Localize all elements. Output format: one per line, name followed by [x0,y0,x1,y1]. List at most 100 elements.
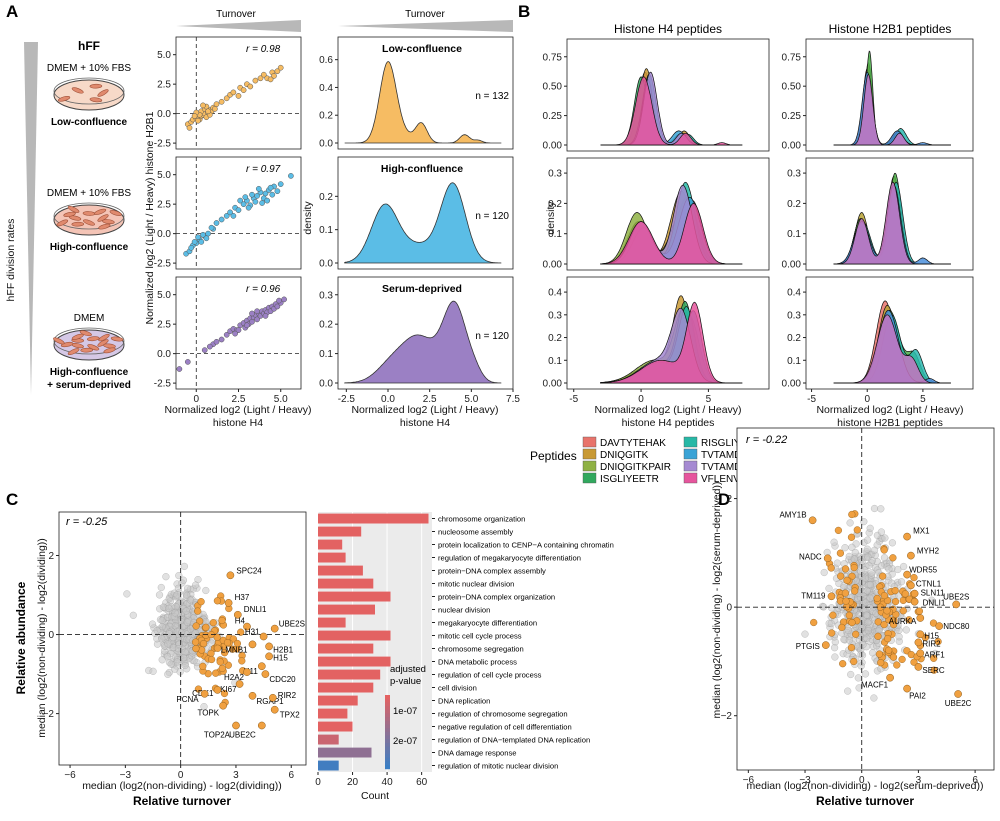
highlighted-protein-point [903,570,911,579]
panel-label-b: B [518,2,530,21]
go-term-label: DNA metabolic process [438,657,517,666]
legend-label: DNIQGITK [600,450,649,461]
scatter-point [191,239,198,245]
significant-protein-point [218,664,226,673]
x-tick-label: 0.0 [381,394,395,405]
go-term-bar [318,760,339,771]
background-protein-point [180,562,188,570]
y-tick-label: 0.3 [787,169,801,180]
background-protein-point [857,662,865,670]
x-tick-label: 3 [233,770,239,781]
y-tick-label: 5.0 [157,170,171,181]
background-protein-point [173,658,181,666]
density-frame [805,38,974,152]
protein-label: RGAP1 [257,697,285,706]
background-protein-point [158,656,166,664]
significant-protein-point [839,660,847,668]
background-protein-point [847,670,855,679]
y-tick-label: 0.4 [319,83,333,94]
significant-protein-point [884,634,892,643]
colorbar-title-2: p-value [390,676,421,687]
significant-protein-point [898,655,906,664]
turnover-label-scatter: Turnover [216,9,256,20]
protein-label: PAI2 [909,692,926,701]
protein-label: UBE2C [945,699,972,708]
x-axis-label-2: histone H4 [400,417,450,429]
cell-icon [83,219,95,226]
scatter-point [249,191,255,198]
background-protein-point [827,619,835,628]
scatter-point [205,230,211,237]
protein-label: H15 [273,653,288,662]
background-protein-point [864,553,872,561]
scatter-point [227,209,233,216]
colorbar-segment [385,717,390,722]
panel-a-scatter-plots: r = 0.98 -2.5 0.0 2.5 5.0 r = 0.97 -2.5 0.0 2.5 5… [144,36,312,429]
scatter-point [235,93,242,99]
protein-label: H11 [244,667,259,676]
condition-medium: DMEM + 10% FBS [47,63,132,74]
division-rate-wedge [24,42,38,395]
highlighted-protein-point [235,680,244,688]
highlighted-protein-point [243,622,251,631]
scatter-point [176,366,183,372]
y-tick-label: 2 [48,551,54,562]
panel-b-peptide-densities: Histone H4 peptides Histone H2B1 peptides… [543,22,974,429]
colorbar-segment [385,702,390,707]
x-tick-label: -2.5 [338,394,356,405]
significant-protein-point [238,657,246,665]
highlighted-protein-point [821,641,830,649]
background-protein-point [865,561,873,569]
scatter-point [235,327,242,333]
peptide-density-qvhpdtgissk [833,181,951,265]
protein-label: TOP2A [204,731,231,740]
cell-icon [89,83,103,89]
cell-icon [103,343,116,349]
x-tick-label: −3 [799,775,811,786]
highlighted-protein-point [935,622,944,630]
highlighted-protein-point [954,690,962,698]
highlighted-protein-point [916,649,925,658]
scatter-point [208,224,215,231]
significant-protein-point [841,589,850,597]
legend-swatch [683,472,698,484]
scatter-point [245,204,252,211]
y-axis-label: Normalized log2 (Light / Heavy) histone … [144,111,156,324]
x-tick-label: 60 [416,777,428,788]
significant-protein-point [880,591,889,600]
scatter-point [269,191,276,198]
colorbar-tick-label: 1e-07 [393,706,417,717]
significant-protein-point [223,638,232,647]
y-tick-label: 0.00 [782,379,802,390]
scatter-point [213,220,220,226]
background-protein-point [171,665,179,673]
go-term-label: regulation of DNA−templated DNA replicat… [438,735,590,744]
cell-icon [109,210,122,216]
significant-protein-point [842,597,850,605]
colorbar-segment [385,709,390,714]
y-tick-label: 0.1 [319,225,333,236]
scatter-point [262,190,269,197]
highlighted-protein-point [268,693,277,702]
significant-protein-point [893,661,901,669]
cell-icon [103,347,116,354]
scatter-point [195,117,201,124]
y-tick-label: 0.3 [787,310,801,321]
significant-protein-point [218,616,226,625]
y-tick-label: 2 [726,494,732,505]
correlation-label: r = 0.98 [246,44,281,55]
highlighted-protein-point [233,610,242,619]
background-protein-point [192,581,200,589]
highlighted-protein-point [248,691,257,700]
go-term-bar [318,617,346,628]
go-term-label: regulation of mitotic nuclear division [438,761,558,770]
significant-protein-point [899,607,907,615]
scatter-point [259,200,265,206]
highlighted-protein-point [200,689,209,698]
significant-protein-point [233,639,242,648]
x-tick-label: 40 [382,777,394,788]
background-protein-point [863,545,871,553]
significant-protein-point [875,650,884,658]
dish-rim [53,327,125,355]
